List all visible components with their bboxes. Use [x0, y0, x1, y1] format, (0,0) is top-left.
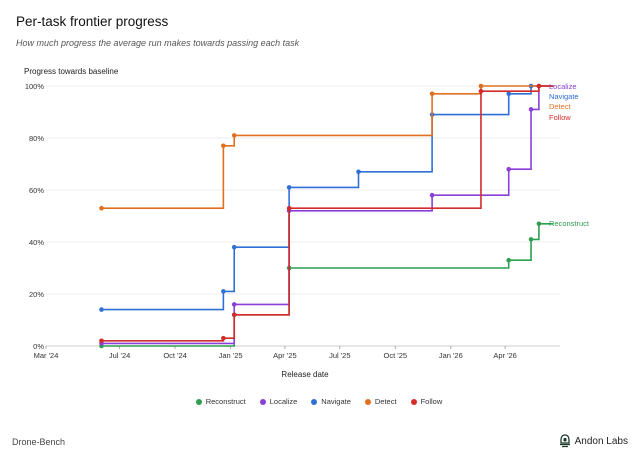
chart-title: Per-task frontier progress: [16, 14, 169, 29]
andon-labs-logo-icon: [559, 434, 570, 448]
legend-swatch: [195, 398, 202, 405]
data-point-navigate: [231, 244, 237, 250]
x-tick-label: Oct '24: [163, 351, 187, 360]
data-point-navigate: [99, 307, 104, 312]
y-tick-label: 80%: [29, 134, 44, 143]
end-label-localize: Localize: [549, 82, 577, 91]
x-tick-label: Apr '25: [273, 351, 297, 360]
legend-swatch: [410, 398, 417, 405]
frontier-progress-chart: Progress towards baseline 0% 20% 40% 60% 80% 1…: [24, 67, 590, 379]
legend-label: Navigate: [321, 397, 351, 406]
x-tick-label: Jul '24: [109, 351, 130, 360]
x-tick-label: Jan '26: [439, 351, 463, 360]
end-label-navigate: Navigate: [549, 92, 579, 101]
series-line-follow: [101, 85, 554, 342]
legend-swatch: [364, 398, 371, 405]
data-point-detect: [231, 133, 237, 138]
data-point-follow: [286, 205, 292, 211]
brand-name: Andon Labs: [574, 435, 628, 447]
legend-swatch: [311, 398, 318, 405]
x-tick-label: Jul '25: [329, 351, 350, 360]
brand: Andon Labs: [559, 434, 628, 448]
data-point-localize: [506, 166, 512, 172]
legend-label: Detect: [374, 397, 397, 406]
data-point-detect: [221, 143, 226, 149]
y-axis-label: Progress towards baseline: [24, 67, 119, 76]
legend-item-navigate: Navigate: [311, 397, 351, 406]
data-point-reconstruct: [536, 221, 542, 227]
x-tick-label: Oct '25: [384, 351, 408, 360]
x-tick-label: Apr '26: [493, 351, 517, 360]
data-point-localize: [231, 302, 237, 307]
data-point-detect: [478, 83, 484, 89]
data-point-reconstruct: [528, 237, 534, 242]
data-point-follow: [478, 88, 484, 94]
y-tick-label: 100%: [25, 82, 45, 91]
chart-legend: Reconstruct Localize Navigate Detect Follow: [0, 397, 638, 406]
data-point-follow: [221, 335, 226, 341]
legend-item-detect: Detect: [364, 397, 397, 406]
data-point-follow: [231, 312, 237, 318]
series-line-navigate: [101, 85, 554, 311]
end-label-follow: Follow: [549, 113, 571, 122]
x-axis-label: Release date: [281, 370, 329, 379]
data-point-follow: [536, 83, 542, 89]
legend-label: Follow: [420, 397, 443, 406]
y-tick-label: 0%: [33, 342, 44, 351]
legend-label: Reconstruct: [205, 397, 246, 406]
x-tick-label: Mar '24: [34, 351, 59, 360]
end-label-reconstruct: Reconstruct: [549, 219, 590, 228]
series-line-localize: [101, 85, 554, 345]
data-point-navigate: [506, 91, 512, 97]
data-point-reconstruct: [506, 257, 512, 263]
legend-item-follow: Follow: [410, 397, 443, 406]
legend-label: Localize: [269, 397, 298, 406]
x-tick-label: Jan '25: [219, 351, 243, 360]
data-point-navigate: [286, 185, 292, 190]
benchmark-name: Drone-Bench: [12, 437, 66, 447]
data-point-localize: [429, 192, 435, 198]
y-tick-label: 40%: [29, 238, 44, 247]
chart-subtitle: How much progress the average run makes …: [16, 38, 300, 48]
legend-swatch: [259, 398, 266, 405]
end-label-detect: Detect: [549, 102, 572, 111]
legend-item-reconstruct: Reconstruct: [195, 397, 246, 406]
data-point-navigate: [221, 289, 226, 294]
legend-item-localize: Localize: [259, 397, 298, 406]
data-point-navigate: [356, 169, 361, 175]
data-point-follow: [99, 338, 104, 344]
data-point-detect: [99, 205, 104, 211]
y-tick-label: 20%: [29, 290, 44, 299]
y-tick-label: 60%: [29, 186, 44, 195]
data-point-detect: [429, 91, 435, 97]
data-point-localize: [528, 107, 534, 112]
